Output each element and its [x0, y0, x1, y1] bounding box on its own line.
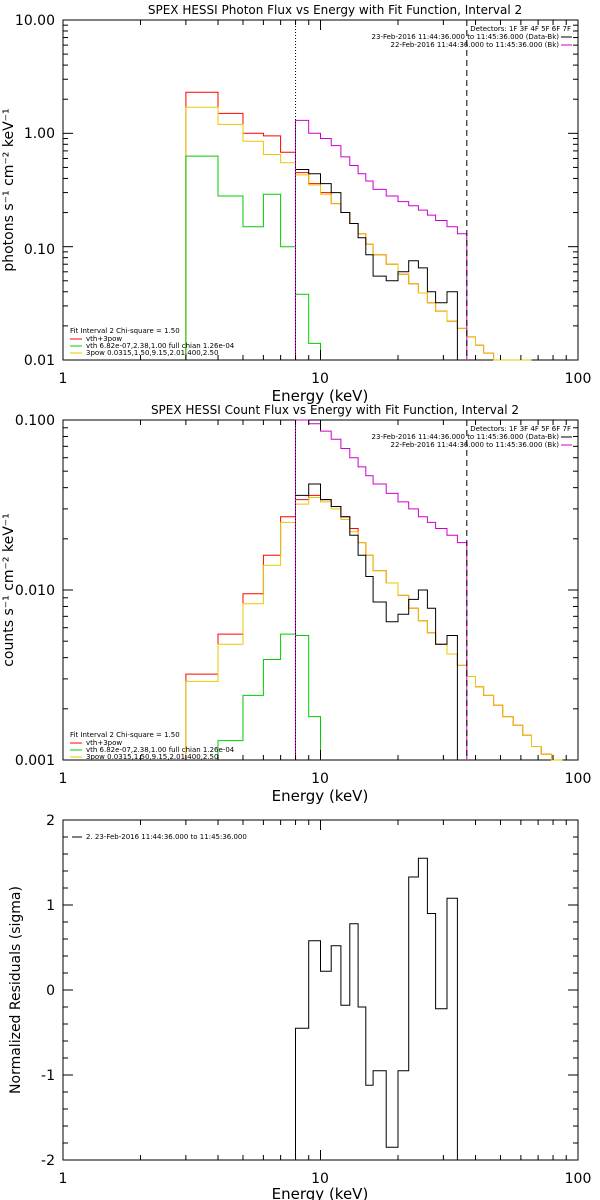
legend-entry: 3pow 0.0315,1.50,9.15,2.01,400,2.50 — [86, 349, 218, 357]
axis-ticks — [62, 819, 579, 1161]
series-line — [217, 633, 321, 760]
x-tick-label: 1 — [59, 371, 68, 387]
legend-header: Detectors: 1F 3F 4F 5F 6F 7F — [470, 425, 571, 433]
y-axis-label: photons s⁻¹ cm⁻² keV⁻¹ — [1, 108, 17, 271]
plot-frame — [62, 419, 579, 761]
legend-entry: 3pow 0.0315,1.50,9.15,2.01,400,2.50 — [86, 753, 218, 761]
axis-ticks — [62, 419, 579, 761]
x-tick-label: 10 — [311, 771, 329, 787]
series-group — [185, 91, 532, 361]
series-line — [295, 119, 468, 360]
y-tick-label: 10.00 — [15, 13, 55, 29]
series-line — [295, 169, 458, 360]
y-tick-label: 1.00 — [24, 126, 55, 142]
x-tick-label: 100 — [565, 1171, 592, 1187]
legend-entry: vth+3pow — [86, 335, 122, 343]
count-flux-panel: SPEX HESSI Count Flux vs Energy with Fit… — [1, 403, 591, 805]
legend-entry: 2. 23-Feb-2016 11:44:36.000 to 11:45:36.… — [86, 833, 247, 841]
x-axis-label: Energy (keV) — [272, 1185, 369, 1200]
y-tick-label: 1 — [46, 898, 55, 914]
axis-ticks — [62, 19, 579, 361]
y-axis-label: Normalized Residuals (sigma) — [8, 886, 24, 1094]
y-tick-label: 0.010 — [15, 583, 55, 599]
x-tick-label: 100 — [565, 771, 592, 787]
x-axis-label: Energy (keV) — [272, 387, 369, 405]
legend-entry: vth 6.82e-07,2.38,1.00 full chian 1.26e-… — [86, 342, 235, 350]
chart-title: SPEX HESSI Photon Flux vs Energy with Fi… — [148, 3, 522, 17]
marker-lines — [295, 20, 468, 360]
y-axis-label: counts s⁻¹ cm⁻² keV⁻¹ — [1, 513, 17, 667]
residuals-panel: 2 1 0 -1 -2 1 10 100 Energy (keV) Normal… — [8, 813, 591, 1200]
series-line — [295, 419, 468, 760]
series-line — [185, 494, 563, 761]
series-line — [185, 497, 563, 761]
legend-header: Detectors: 1F 3F 4F 5F 6F 7F — [470, 25, 571, 33]
y-tick-label: 0.01 — [24, 353, 55, 369]
series-line — [295, 857, 458, 1160]
x-tick-label: 1 — [59, 1171, 68, 1187]
legend-entry: vth 6.82e-07,2.38,1.00 full chian 1.26e-… — [86, 746, 235, 754]
y-tick-label: 0 — [46, 983, 55, 999]
series-group — [295, 857, 458, 1160]
legend-header: Fit Interval 2 Chi-square = 1.50 — [70, 327, 180, 335]
y-tick-label: -2 — [41, 1153, 55, 1169]
marker-lines — [295, 420, 468, 760]
y-tick-label: 0.100 — [15, 413, 55, 429]
series-line — [295, 483, 458, 760]
x-tick-label: 10 — [311, 1171, 329, 1187]
y-tick-label: 2 — [46, 813, 55, 829]
x-tick-label: 10 — [311, 371, 329, 387]
chart-title: SPEX HESSI Count Flux vs Energy with Fit… — [151, 403, 519, 417]
y-tick-label: 0.001 — [15, 753, 55, 769]
series-line — [185, 155, 321, 360]
y-tick-label: -1 — [41, 1068, 55, 1084]
legend-header: Fit Interval 2 Chi-square = 1.50 — [70, 731, 180, 739]
legend-entry: vth+3pow — [86, 739, 122, 747]
photon-flux-panel: SPEX HESSI Photon Flux vs Energy with Fi… — [1, 3, 591, 405]
series-group — [185, 419, 563, 761]
x-tick-label: 100 — [565, 371, 592, 387]
series-line — [185, 106, 532, 361]
x-tick-label: 1 — [59, 771, 68, 787]
y-tick-label: 0.10 — [24, 242, 55, 258]
x-axis-label: Energy (keV) — [272, 787, 369, 805]
series-line — [185, 91, 532, 361]
plot-frame — [62, 819, 579, 1161]
legend-entry: 22-Feb-2016 11:44:36.000 to 11:45:36.000… — [391, 441, 560, 449]
legend-entry: 22-Feb-2016 11:44:36.000 to 11:45:36.000… — [391, 41, 560, 49]
legend-entry: 23-Feb-2016 11:44:36.000 to 11:45:36.000… — [372, 433, 560, 441]
legend-entry: 23-Feb-2016 11:44:36.000 to 11:45:36.000… — [372, 33, 560, 41]
